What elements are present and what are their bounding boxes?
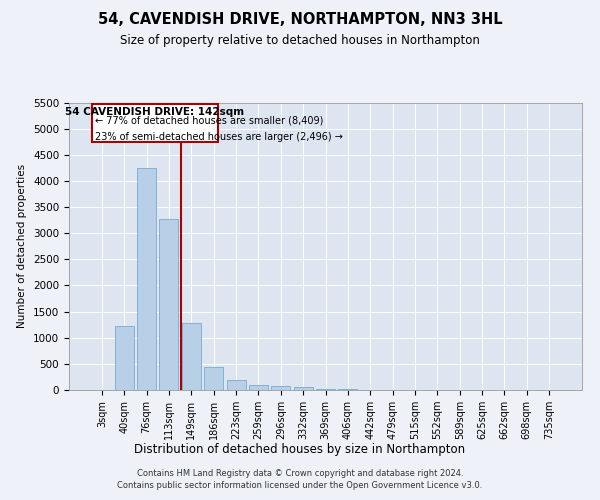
Y-axis label: Number of detached properties: Number of detached properties — [17, 164, 28, 328]
Bar — [160, 219, 178, 390]
Text: Contains public sector information licensed under the Open Government Licence v3: Contains public sector information licen… — [118, 481, 482, 490]
Text: Contains HM Land Registry data © Crown copyright and database right 2024.: Contains HM Land Registry data © Crown c… — [137, 469, 463, 478]
Bar — [316, 388, 335, 390]
Bar — [338, 389, 358, 390]
Text: 54, CAVENDISH DRIVE, NORTHAMPTON, NN3 3HL: 54, CAVENDISH DRIVE, NORTHAMPTON, NN3 3H… — [98, 12, 502, 28]
Text: Distribution of detached houses by size in Northampton: Distribution of detached houses by size … — [134, 442, 466, 456]
Bar — [249, 385, 268, 390]
Bar — [182, 322, 201, 390]
Bar — [271, 386, 290, 390]
Bar — [293, 388, 313, 390]
Text: 54 CAVENDISH DRIVE: 142sqm: 54 CAVENDISH DRIVE: 142sqm — [65, 106, 245, 117]
Bar — [115, 326, 134, 390]
Bar — [137, 168, 156, 390]
Text: ← 77% of detached houses are smaller (8,409): ← 77% of detached houses are smaller (8,… — [95, 115, 323, 125]
Bar — [204, 367, 223, 390]
Text: 23% of semi-detached houses are larger (2,496) →: 23% of semi-detached houses are larger (… — [95, 132, 343, 142]
Bar — [227, 380, 245, 390]
Text: Size of property relative to detached houses in Northampton: Size of property relative to detached ho… — [120, 34, 480, 47]
FancyBboxPatch shape — [92, 104, 218, 142]
